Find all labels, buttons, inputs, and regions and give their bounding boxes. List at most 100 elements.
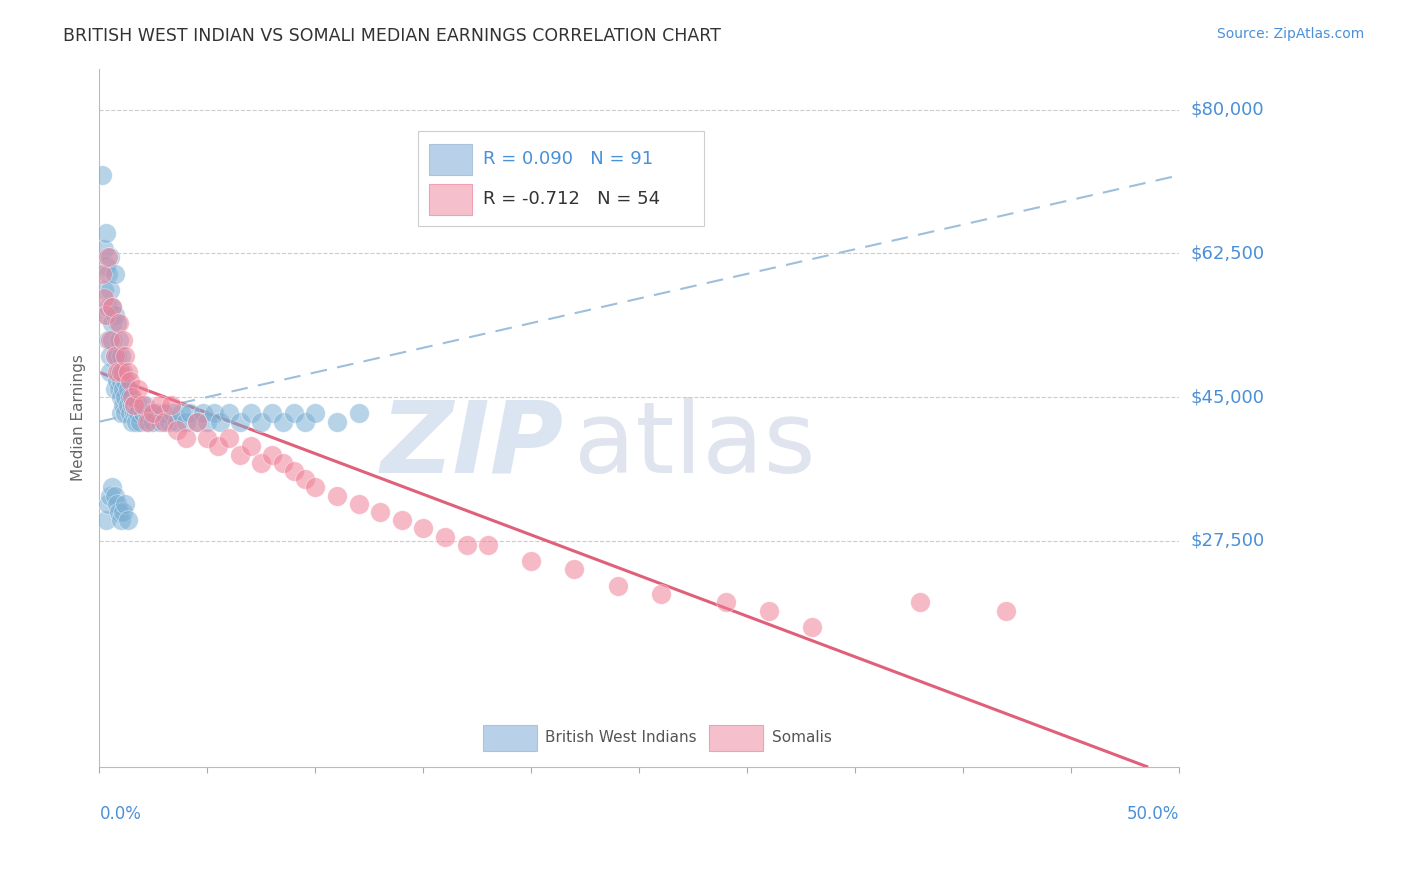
- Point: [186, 415, 208, 429]
- Point: [197, 415, 219, 429]
- Text: $62,500: $62,500: [1191, 244, 1264, 262]
- Point: [606, 579, 628, 593]
- Point: [114, 349, 136, 363]
- Point: [121, 390, 143, 404]
- Point: [239, 407, 262, 421]
- Point: [271, 456, 294, 470]
- Point: [98, 489, 121, 503]
- Point: [294, 415, 316, 429]
- Y-axis label: Median Earnings: Median Earnings: [72, 354, 86, 481]
- Point: [520, 554, 543, 568]
- Point: [127, 382, 149, 396]
- Point: [650, 587, 672, 601]
- Point: [157, 415, 180, 429]
- Point: [564, 562, 586, 576]
- Point: [97, 497, 120, 511]
- Point: [105, 497, 128, 511]
- Text: $27,500: $27,500: [1191, 532, 1264, 549]
- Point: [94, 308, 117, 322]
- Point: [114, 497, 136, 511]
- Point: [105, 349, 128, 363]
- Point: [218, 407, 240, 421]
- Point: [112, 398, 135, 412]
- Point: [142, 415, 165, 429]
- Text: 50.0%: 50.0%: [1126, 805, 1180, 823]
- Point: [98, 333, 121, 347]
- Text: Source: ZipAtlas.com: Source: ZipAtlas.com: [1216, 27, 1364, 41]
- Point: [105, 374, 128, 388]
- Point: [90, 267, 112, 281]
- Point: [758, 603, 780, 617]
- Point: [108, 505, 131, 519]
- FancyBboxPatch shape: [429, 144, 472, 176]
- Point: [174, 431, 197, 445]
- Point: [93, 292, 115, 306]
- Text: 0.0%: 0.0%: [100, 805, 142, 823]
- Point: [326, 415, 349, 429]
- Point: [714, 595, 737, 609]
- Point: [131, 407, 153, 421]
- Point: [162, 407, 184, 421]
- Point: [103, 349, 125, 363]
- Point: [174, 415, 197, 429]
- Point: [995, 603, 1018, 617]
- Point: [98, 283, 121, 297]
- Point: [127, 407, 149, 421]
- Point: [136, 407, 159, 421]
- Point: [110, 513, 132, 527]
- Text: Somalis: Somalis: [772, 731, 832, 746]
- Point: [229, 448, 252, 462]
- Point: [283, 407, 305, 421]
- Text: BRITISH WEST INDIAN VS SOMALI MEDIAN EARNINGS CORRELATION CHART: BRITISH WEST INDIAN VS SOMALI MEDIAN EAR…: [63, 27, 721, 45]
- Point: [110, 365, 132, 379]
- Point: [114, 390, 136, 404]
- Point: [153, 407, 176, 421]
- FancyBboxPatch shape: [482, 724, 537, 751]
- Point: [90, 169, 112, 183]
- Point: [250, 415, 273, 429]
- Point: [197, 431, 219, 445]
- Point: [125, 407, 148, 421]
- Point: [110, 407, 132, 421]
- Point: [262, 407, 284, 421]
- Point: [179, 407, 201, 421]
- Point: [433, 530, 456, 544]
- Point: [170, 407, 193, 421]
- Point: [477, 538, 499, 552]
- Point: [127, 398, 149, 412]
- Text: British West Indians: British West Indians: [546, 731, 697, 746]
- Point: [239, 439, 262, 453]
- Point: [368, 505, 391, 519]
- Point: [97, 333, 120, 347]
- Point: [304, 480, 326, 494]
- Point: [125, 415, 148, 429]
- Point: [103, 382, 125, 396]
- Point: [166, 423, 188, 437]
- Point: [191, 407, 214, 421]
- Point: [202, 407, 225, 421]
- Text: R = -0.712   N = 54: R = -0.712 N = 54: [482, 190, 659, 208]
- Point: [101, 300, 124, 314]
- Point: [101, 480, 124, 494]
- Point: [97, 251, 120, 265]
- Point: [250, 456, 273, 470]
- Point: [166, 415, 188, 429]
- Point: [101, 316, 124, 330]
- Point: [94, 226, 117, 240]
- Point: [101, 300, 124, 314]
- Point: [118, 390, 141, 404]
- Point: [122, 398, 145, 412]
- Point: [112, 382, 135, 396]
- Point: [112, 333, 135, 347]
- Point: [121, 398, 143, 412]
- Text: atlas: atlas: [575, 397, 815, 494]
- Point: [97, 267, 120, 281]
- Point: [136, 415, 159, 429]
- Point: [347, 497, 370, 511]
- Point: [105, 365, 128, 379]
- Text: ZIP: ZIP: [381, 397, 564, 494]
- Point: [110, 349, 132, 363]
- Point: [129, 415, 152, 429]
- Point: [294, 472, 316, 486]
- Point: [122, 407, 145, 421]
